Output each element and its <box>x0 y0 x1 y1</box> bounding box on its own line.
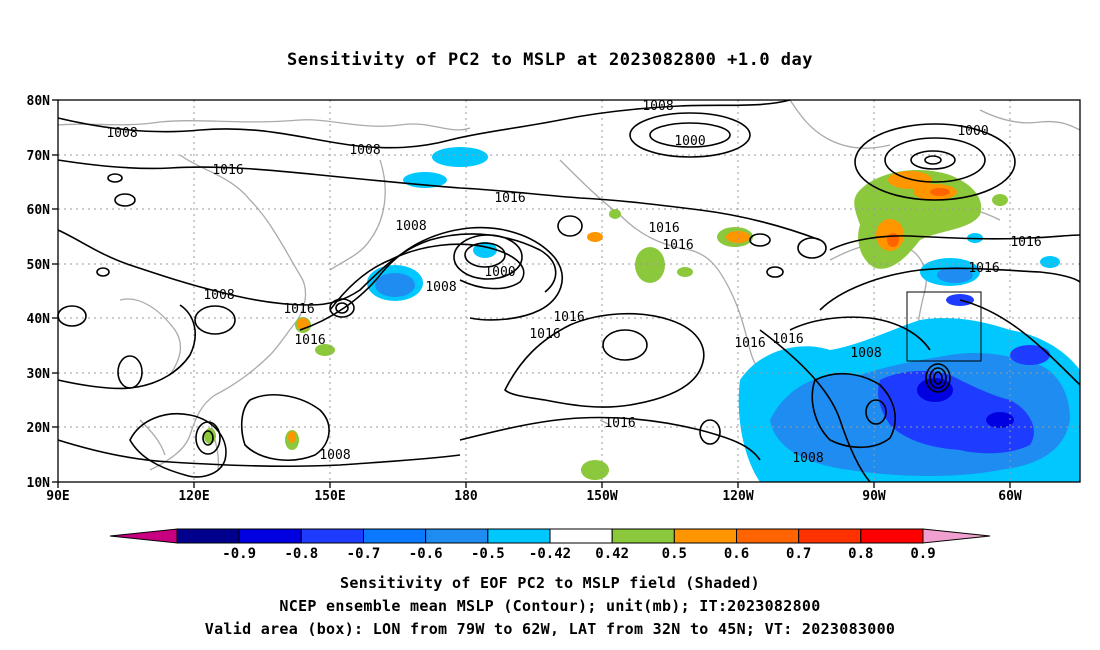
lat-label: 30N <box>27 367 51 382</box>
colorbar-label: -0.42 <box>529 546 571 562</box>
colorbar-label: -0.9 <box>222 546 256 562</box>
sensitivity-shading <box>204 147 1080 482</box>
colorbar-segment <box>860 528 924 544</box>
lon-label: 90E <box>46 489 69 504</box>
colorbar-label: -0.6 <box>409 546 443 562</box>
contour-label: 1016 <box>648 221 679 236</box>
map-border <box>57 99 1081 483</box>
colorbar-segment <box>798 528 862 544</box>
positive-sensitivity-orange <box>288 171 957 443</box>
colorbar-segment <box>176 528 240 544</box>
contour-label: 1008 <box>203 288 234 303</box>
lon-label: 120E <box>178 489 209 504</box>
caption-valid-area: Valid area (box): LON from 79W to 62W, L… <box>204 620 896 638</box>
contour-label: 1008 <box>106 126 137 141</box>
contour-label: 1016 <box>1010 235 1041 250</box>
contour-label: 1008 <box>349 143 380 158</box>
axis-ticks <box>52 99 1011 488</box>
valid-area-box <box>906 291 982 362</box>
contour-label: 1016 <box>529 327 560 342</box>
contour-label: 1016 <box>212 163 243 178</box>
colorbar-segment <box>673 528 737 544</box>
lon-label: 180 <box>454 489 478 504</box>
colorbar-label: 0.42 <box>595 546 629 562</box>
caption-shaded: Sensitivity of EOF PC2 to MSLP field (Sh… <box>340 574 760 592</box>
colorbar-segment <box>238 528 302 544</box>
lat-lon-grid <box>58 100 1080 482</box>
colorbar-segment <box>611 528 675 544</box>
lon-labels: 90E 120E 150E 180 150W 120W 90W 60W <box>46 489 1022 504</box>
chart-title: Sensitivity of PC2 to MSLP at 2023082800… <box>286 50 813 70</box>
contour-label: 1008 <box>792 451 823 466</box>
negative-sensitivity-strong <box>878 294 1050 454</box>
lon-label: 90W <box>862 489 886 504</box>
lon-label: 150E <box>314 489 345 504</box>
lat-label: 60N <box>27 203 51 218</box>
lat-label: 80N <box>27 94 51 109</box>
colorbar-label: 0.7 <box>786 546 811 562</box>
contour-label: 1000 <box>484 265 515 280</box>
colorbar-min-arrow <box>109 528 178 544</box>
colorbar-max-arrow <box>922 528 991 544</box>
colorbar-segment <box>363 528 427 544</box>
colorbar-segment <box>487 528 551 544</box>
contour-label: 1016 <box>553 310 584 325</box>
contour-label: 1008 <box>425 280 456 295</box>
contour-label: 1008 <box>642 99 673 114</box>
contour-label: 1000 <box>957 124 988 139</box>
colorbar-label: -0.5 <box>471 546 505 562</box>
colorbar-label: -0.7 <box>347 546 381 562</box>
lat-label: 10N <box>27 476 51 491</box>
lat-label: 50N <box>27 258 51 273</box>
contour-label: 1016 <box>968 261 999 276</box>
contour-label: 1016 <box>494 191 525 206</box>
contour-label: 1016 <box>734 336 765 351</box>
lat-labels: 80N 70N 60N 50N 40N 30N 20N 10N <box>27 94 51 491</box>
lat-label: 40N <box>27 312 51 327</box>
lon-label: 120W <box>722 489 753 504</box>
contour-label: 1000 <box>674 134 705 149</box>
colorbar-label: -0.8 <box>284 546 318 562</box>
colorbar-segment <box>300 528 365 544</box>
colorbar-label: 0.8 <box>848 546 873 562</box>
colorbar-label: 0.6 <box>724 546 749 562</box>
contour-label: 1016 <box>772 332 803 347</box>
lat-label: 20N <box>27 421 51 436</box>
lon-label: 150W <box>586 489 617 504</box>
contour-label: 1008 <box>395 219 426 234</box>
lon-label: 60W <box>998 489 1022 504</box>
colorbar-segment <box>736 528 800 544</box>
contour-label: 1016 <box>604 416 635 431</box>
colorbar-label: 0.5 <box>662 546 687 562</box>
lat-label: 70N <box>27 149 51 164</box>
colorbar: -0.9 -0.8 -0.7 -0.6 -0.5 -0.42 0.42 0.5 0.6 0.7 0.… <box>109 528 991 562</box>
contour-labels: 1008 1008 1016 1008 1016 1000 1008 1000 … <box>106 99 1041 466</box>
contour-label: 1016 <box>283 302 314 317</box>
mslp-contours <box>57 99 1081 483</box>
contour-label: 1008 <box>319 448 350 463</box>
colorbar-label: 0.9 <box>910 546 935 562</box>
contour-label: 1016 <box>294 333 325 348</box>
caption-contour: NCEP ensemble mean MSLP (Contour); unit(… <box>279 597 821 615</box>
contour-label: 1016 <box>662 238 693 253</box>
colorbar-segment <box>425 528 489 544</box>
colorbar-segment <box>549 528 613 544</box>
contour-label: 1008 <box>850 346 881 361</box>
